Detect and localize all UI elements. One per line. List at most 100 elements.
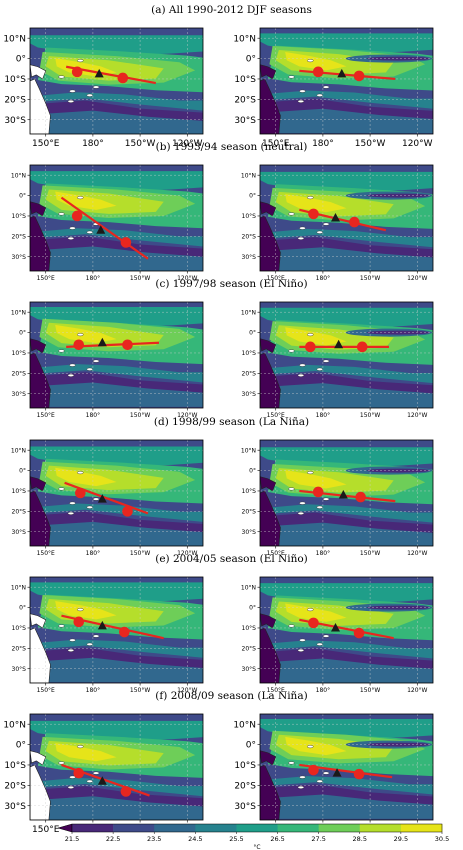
lon-tick-label: 180°: [82, 139, 104, 149]
island: [322, 634, 330, 638]
lon-tick-label: 150°W: [130, 550, 150, 557]
island: [307, 196, 314, 200]
lat-tick-label: 30°S: [12, 391, 27, 398]
lat-tick-label: 20°S: [234, 781, 256, 791]
island: [299, 638, 306, 642]
australia-land: [30, 215, 51, 271]
colorbar-tick-label: 23.5: [147, 835, 161, 843]
sst-map: [30, 714, 203, 820]
island: [322, 359, 330, 363]
lat-tick-label: 0°: [249, 193, 256, 200]
island: [288, 624, 295, 628]
lat-tick-label: 30°S: [242, 391, 257, 398]
sst-band: [285, 736, 347, 756]
cold-tongue-core: [366, 468, 430, 473]
lon-tick-label: 150°E: [37, 275, 55, 282]
lon-tick-label: 150°W: [360, 550, 380, 557]
island: [67, 785, 75, 789]
australia-land: [260, 215, 281, 271]
lon-tick-label: 150°W: [360, 275, 380, 282]
sst-band: [30, 521, 203, 546]
lat-tick-label: 10°N: [241, 584, 256, 591]
colorbar-segment: [154, 824, 196, 832]
island: [288, 761, 295, 765]
sst-map: [260, 28, 433, 134]
lat-tick-label: 0°: [246, 741, 256, 751]
sst-band: [260, 776, 433, 795]
island: [297, 511, 305, 515]
lat-tick-label: 10°S: [242, 350, 257, 357]
lon-tick-label: 180°: [86, 687, 100, 694]
spcz-triangle-marker: [334, 339, 344, 349]
sst-band: [55, 324, 117, 344]
sst-band: [260, 364, 433, 384]
island: [307, 745, 314, 749]
spcz-triangle-marker: [97, 337, 107, 347]
sst-band: [260, 383, 433, 408]
lat-tick-label: 20°S: [12, 370, 27, 377]
lat-tick-label: 20°S: [242, 233, 257, 240]
lat-tick-label: 10°N: [233, 720, 256, 730]
australia-land: [260, 627, 281, 683]
spcz-circle-marker: [71, 66, 83, 78]
colorbar-tick-label: 24.5: [188, 835, 202, 843]
spcz-circle-marker: [312, 66, 324, 78]
island: [297, 236, 305, 240]
island: [316, 367, 323, 371]
lat-tick-label: 30°S: [242, 529, 257, 536]
spcz-circle-marker: [71, 210, 83, 222]
map-frame: [259, 27, 434, 135]
spcz-circle-marker: [122, 506, 133, 517]
colorbar: 21.5 22.5 23.5 24.5 25.5 26.5 27.5 28.5 29.5 30.5…: [57, 823, 449, 850]
island: [86, 505, 93, 509]
map-frame: [29, 27, 204, 135]
colorbar-segment: [359, 824, 402, 832]
lon-tick-label: 150°W: [130, 275, 150, 282]
lon-tick-label: 120°W: [172, 139, 203, 149]
colorbar-extend-arrow: [57, 823, 73, 833]
spcz-triangle-marker: [338, 490, 348, 499]
lat-tick-label: 10°N: [3, 720, 26, 730]
island: [69, 501, 76, 505]
australia-land: [30, 352, 51, 408]
sst-band: [285, 52, 347, 71]
lon-tick-label: 180°: [316, 412, 330, 419]
lon-tick-label: 120°W: [407, 550, 427, 557]
australia-land: [30, 764, 51, 820]
island: [299, 89, 306, 93]
lon-tick-label: 150°W: [130, 687, 150, 694]
island: [92, 634, 100, 638]
spcz-triangle-marker: [337, 68, 347, 78]
spcz-circle-marker: [120, 237, 132, 248]
spcz-triangle-marker: [94, 68, 104, 78]
spcz-circle-marker: [356, 341, 368, 353]
australia-land: [260, 78, 281, 134]
panel-caption: (d) 1998/99 season (La Niña): [153, 416, 310, 428]
lat-tick-label: 0°: [249, 468, 256, 475]
sst-band: [55, 742, 117, 762]
lon-tick-label: 120°W: [177, 687, 197, 694]
island: [288, 212, 295, 216]
lon-tick-label: 120°W: [407, 687, 427, 694]
lon-tick-label: 180°: [312, 139, 334, 149]
sst-map: [260, 165, 433, 271]
sst-band: [285, 193, 347, 213]
australia-land: [30, 490, 51, 546]
sst-map: [260, 577, 433, 683]
colorbar-tick-label: 27.5: [311, 835, 325, 843]
colorbar-segment: [236, 824, 278, 832]
lat-tick-label: 0°: [249, 330, 256, 337]
colorbar-segment: [72, 824, 114, 832]
cold-tongue-core: [366, 605, 430, 610]
spcz-triangle-marker: [330, 622, 340, 632]
sst-map: [30, 440, 203, 546]
sst-band: [260, 90, 433, 109]
island: [69, 363, 76, 367]
island: [299, 226, 306, 230]
lat-tick-label: 0°: [16, 55, 26, 65]
lon-tick-label: 120°W: [402, 139, 433, 149]
island: [77, 608, 84, 612]
map-frame: [29, 713, 204, 821]
lat-tick-label: 20°S: [4, 95, 26, 105]
spcz-circle-marker: [73, 339, 85, 351]
